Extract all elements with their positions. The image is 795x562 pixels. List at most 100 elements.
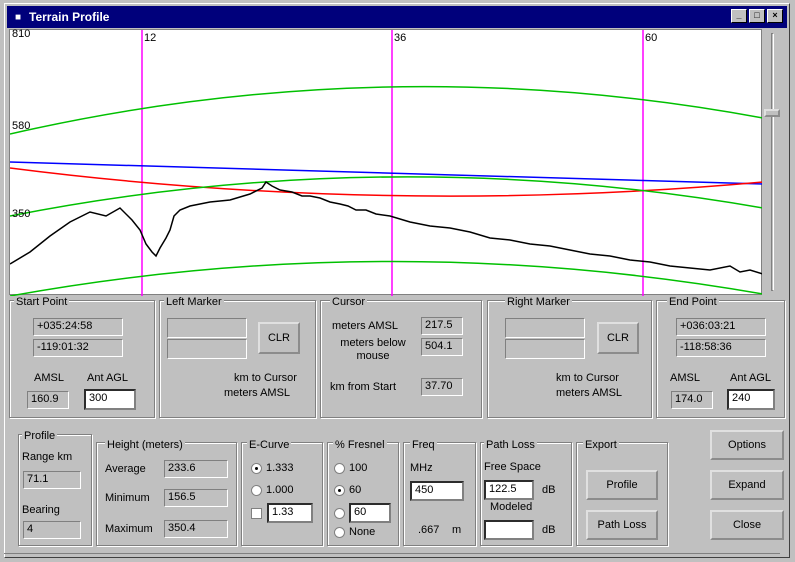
- cursor-amsl-label: meters AMSL: [332, 320, 399, 332]
- expand-button[interactable]: Expand: [710, 470, 784, 500]
- export-path-loss-button[interactable]: Path Loss: [586, 510, 658, 540]
- start-point-panel: [9, 300, 155, 418]
- wavelength-value: .667: [418, 524, 440, 536]
- close-button[interactable]: Close: [710, 510, 784, 540]
- cursor-amsl-value: 217.5: [421, 317, 463, 335]
- fresnel-custom-input[interactable]: 60: [349, 503, 391, 523]
- fresnel-option-custom[interactable]: [334, 508, 345, 519]
- y-label-low: 350: [12, 208, 31, 220]
- end-lat: +036:03:21: [676, 318, 766, 336]
- start-ant-agl-input[interactable]: 300: [84, 389, 136, 410]
- marker-label-right: 60: [645, 32, 658, 44]
- max-label: Maximum: [105, 523, 153, 535]
- radio-icon: [334, 462, 345, 474]
- fresnel-title: % Fresnel: [333, 439, 387, 451]
- radio-selected-icon: [251, 462, 262, 474]
- avg-label: Average: [105, 463, 146, 475]
- max-value: 350.4: [164, 520, 228, 538]
- vertical-scale-slider[interactable]: [762, 29, 782, 295]
- left-marker-panel: [159, 300, 316, 418]
- slider-track: [771, 33, 774, 291]
- terrain-line: [10, 180, 763, 275]
- radio-icon: [251, 484, 262, 496]
- start-lat: +035:24:58: [33, 318, 123, 336]
- free-space-db: dB: [542, 484, 556, 496]
- y-label-top: 810: [12, 28, 31, 40]
- export-profile-button[interactable]: Profile: [586, 470, 658, 500]
- end-amsl-value: 174.0: [671, 391, 713, 409]
- avg-value: 233.6: [164, 460, 228, 478]
- freq-title: Freq: [410, 439, 437, 451]
- free-space-label: Free Space: [484, 461, 541, 473]
- modeled-db: dB: [542, 524, 556, 536]
- right-marker-km-label: km to Cursor: [556, 372, 619, 384]
- left-marker-km-label: km to Cursor: [234, 372, 297, 384]
- ecurve-option-1333[interactable]: 1.333: [251, 462, 294, 474]
- slider-thumb[interactable]: [764, 109, 780, 117]
- options-button[interactable]: Options: [710, 430, 784, 460]
- end-point-title: End Point: [667, 296, 719, 308]
- left-marker-m-label: meters AMSL: [224, 387, 291, 399]
- radio-icon: [334, 526, 345, 538]
- start-amsl-label: AMSL: [34, 372, 64, 384]
- cursor-km-label: km from Start: [330, 381, 397, 393]
- freq-input[interactable]: 450: [410, 481, 464, 501]
- min-label: Minimum: [105, 492, 150, 504]
- modeled-label: Modeled: [490, 501, 533, 513]
- ecurve-option-1000[interactable]: 1.000: [251, 484, 294, 496]
- maximize-button[interactable]: □: [749, 9, 765, 23]
- left-marker-title: Left Marker: [164, 296, 224, 308]
- right-marker-m-label: meters AMSL: [556, 387, 623, 399]
- path-loss-title: Path Loss: [484, 439, 537, 451]
- cursor-km-value: 37.70: [421, 378, 463, 396]
- ecurve-custom-input[interactable]: 1.33: [267, 503, 313, 523]
- end-point-panel: [656, 300, 785, 418]
- start-amsl-value: 160.9: [27, 391, 69, 409]
- left-marker-km-value: [167, 318, 247, 338]
- ecurve-option-custom[interactable]: [251, 508, 262, 519]
- freq-panel: [403, 442, 476, 546]
- right-marker-title: Right Marker: [505, 296, 572, 308]
- fresnel-upper-line: [10, 85, 763, 135]
- close-window-button[interactable]: ×: [767, 9, 783, 23]
- cursor-panel: [320, 300, 482, 418]
- left-marker-clr-button[interactable]: CLR: [258, 322, 300, 354]
- cursor-below-value: 504.1: [421, 338, 463, 356]
- export-panel: [576, 442, 668, 546]
- freq-unit-label: MHz: [410, 462, 433, 474]
- end-lon: -118:58:36: [676, 339, 766, 357]
- left-marker-m-value: [167, 339, 247, 359]
- end-ant-agl-input[interactable]: 240: [727, 389, 775, 410]
- bearing-label: Bearing: [22, 504, 60, 516]
- minimize-button[interactable]: _: [731, 9, 747, 23]
- fresnel-option-none[interactable]: None: [334, 526, 375, 538]
- terrain-plot[interactable]: 810 580 350 12 36 60: [9, 28, 763, 296]
- start-ant-label: Ant AGL: [87, 372, 128, 384]
- wavelength-unit: m: [452, 524, 462, 536]
- end-amsl-label: AMSL: [670, 372, 700, 384]
- right-marker-clr-button[interactable]: CLR: [597, 322, 639, 354]
- range-label: Range km: [22, 451, 73, 463]
- status-bar: [4, 553, 780, 559]
- fresnel-option-60[interactable]: 60: [334, 484, 361, 496]
- min-value: 156.5: [164, 489, 228, 507]
- fresnel-lower-line: [10, 260, 763, 296]
- title-bar[interactable]: ■ Terrain Profile _ □ ×: [7, 6, 787, 28]
- free-space-value[interactable]: 122.5: [484, 480, 534, 500]
- ecurve-title: E-Curve: [247, 439, 292, 451]
- line-of-sight: [10, 161, 763, 185]
- terrain-chart: [10, 30, 763, 296]
- fresnel-option-100[interactable]: 100: [334, 462, 367, 474]
- custom-option-box-icon: [251, 508, 262, 519]
- range-value: 71.1: [23, 471, 81, 489]
- window-title: Terrain Profile: [29, 10, 110, 24]
- marker-label-left: 12: [144, 32, 157, 44]
- app-icon: ■: [14, 11, 22, 23]
- radio-icon: [334, 508, 345, 519]
- start-lon: -119:01:32: [33, 339, 123, 357]
- profile-title: Profile: [22, 430, 58, 442]
- export-title: Export: [583, 439, 619, 451]
- modeled-value[interactable]: [484, 520, 534, 540]
- right-marker-m-value: [505, 339, 585, 359]
- fresnel-mid-line: [10, 176, 763, 217]
